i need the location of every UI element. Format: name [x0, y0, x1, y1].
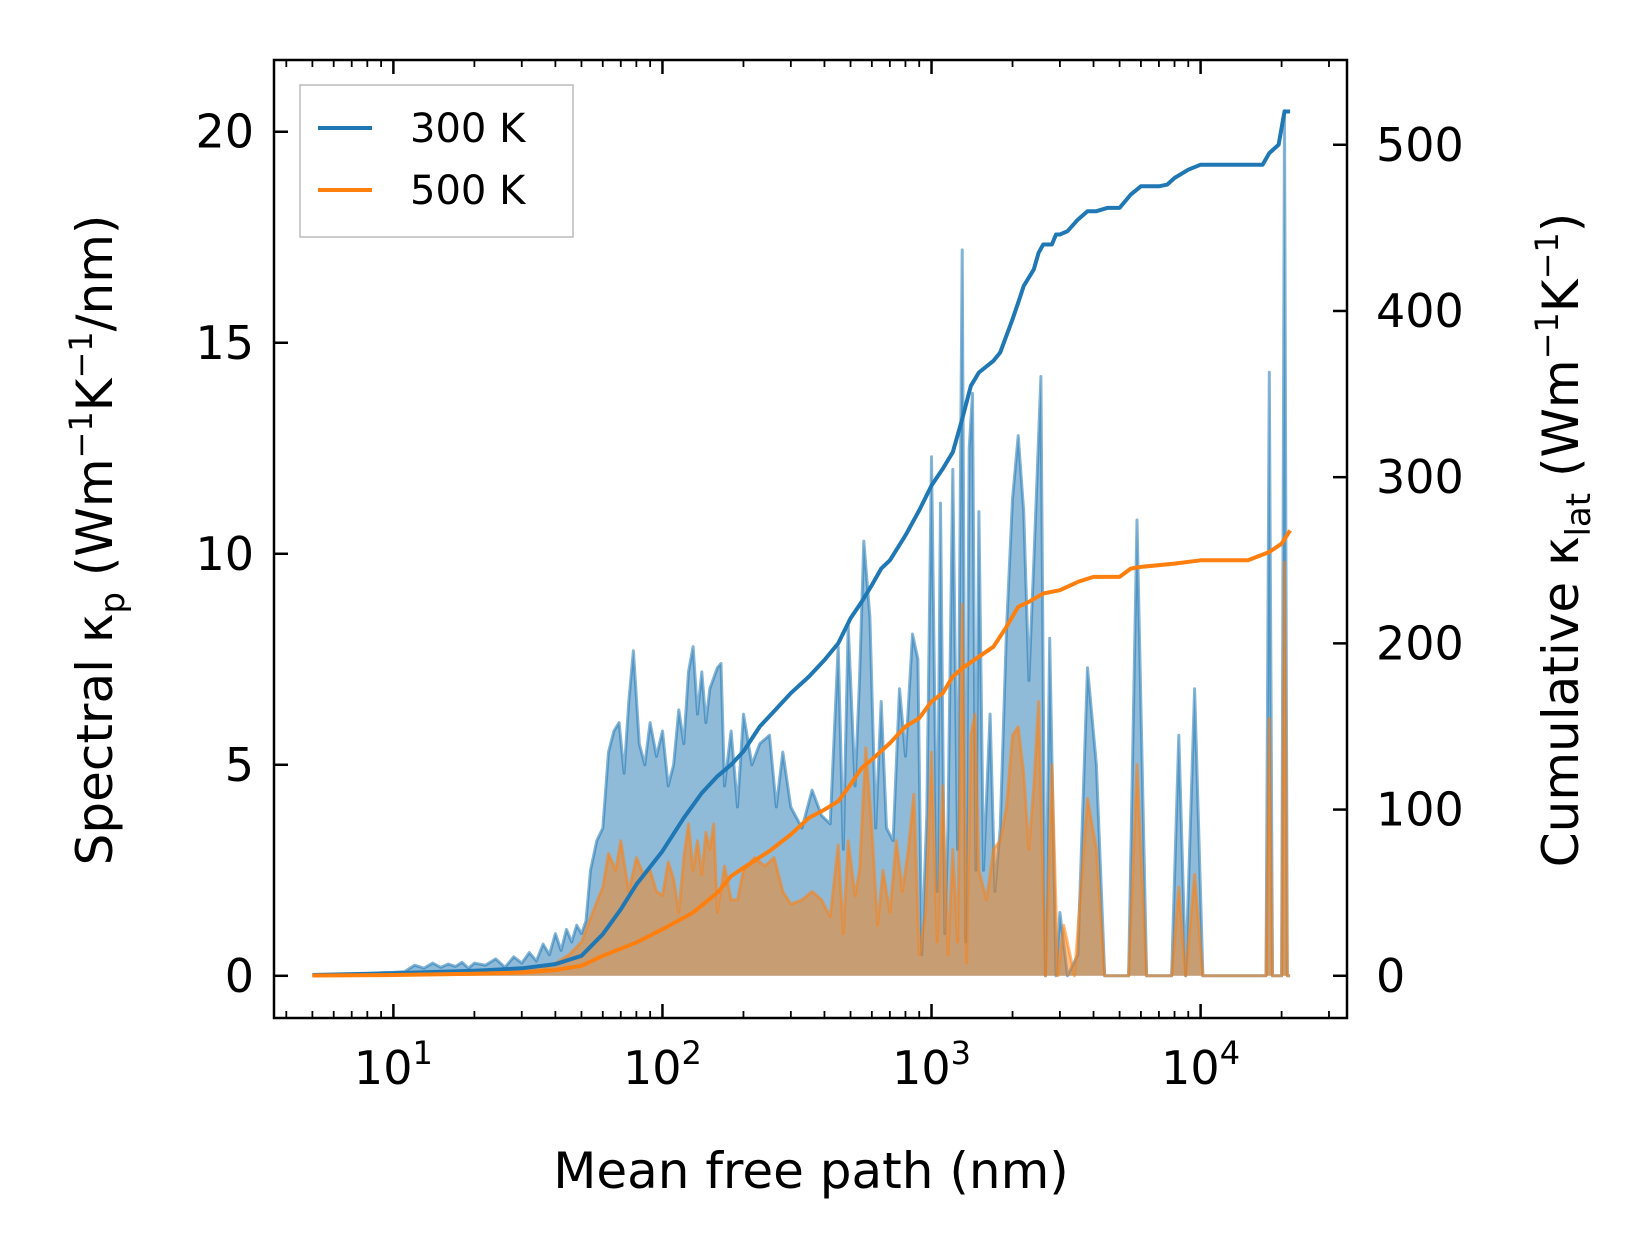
- spectral-area-500k: [312, 560, 1291, 978]
- y-left-tick-label: 15: [195, 316, 254, 370]
- x-tick-label: 101: [354, 1034, 433, 1095]
- x-axis-title: Mean free path (nm): [553, 1142, 1069, 1200]
- y-left-tick-label: 0: [225, 949, 254, 1003]
- y-right-tick-label: 100: [1376, 783, 1464, 837]
- x-tick-label: 104: [1161, 1034, 1240, 1095]
- y-right-tick-label: 200: [1376, 616, 1464, 670]
- legend-label-300k: 300 K: [410, 106, 527, 152]
- axes-frame: [272, 58, 1349, 1020]
- x-tick-label: 103: [892, 1034, 971, 1095]
- legend-box: [299, 84, 574, 238]
- legend-label-500k: 500 K: [410, 168, 527, 214]
- y-left-tick-label: 10: [195, 527, 254, 581]
- y-right-tick-label: 400: [1376, 284, 1464, 338]
- spectral-fill-500k: [312, 562, 1291, 976]
- y-axis-title-right: Cumulative κlat (Wm−1K−1): [1528, 213, 1599, 868]
- spectral-edge-500k: [312, 560, 1291, 978]
- legend: 300 K 500 K: [299, 84, 574, 238]
- y-right-tick-label: 300: [1376, 450, 1464, 504]
- plot-border: [272, 58, 1349, 1020]
- y-axis-title-left: Spectral κp (Wm−1K−1/nm): [62, 215, 133, 866]
- x-tick-label: 102: [623, 1034, 702, 1095]
- axis-ticks: [274, 60, 1347, 1018]
- cumulative-lines: [312, 109, 1292, 978]
- y-right-tick-label: 500: [1376, 118, 1464, 172]
- spectral-area-300k: [312, 109, 1291, 978]
- cumulative-line-500k: [312, 529, 1292, 978]
- y-left-tick-label: 20: [195, 105, 254, 159]
- cumulative-line-300k: [312, 109, 1291, 977]
- y-left-tick-label: 5: [225, 738, 254, 792]
- y-right-tick-label: 0: [1376, 949, 1405, 1003]
